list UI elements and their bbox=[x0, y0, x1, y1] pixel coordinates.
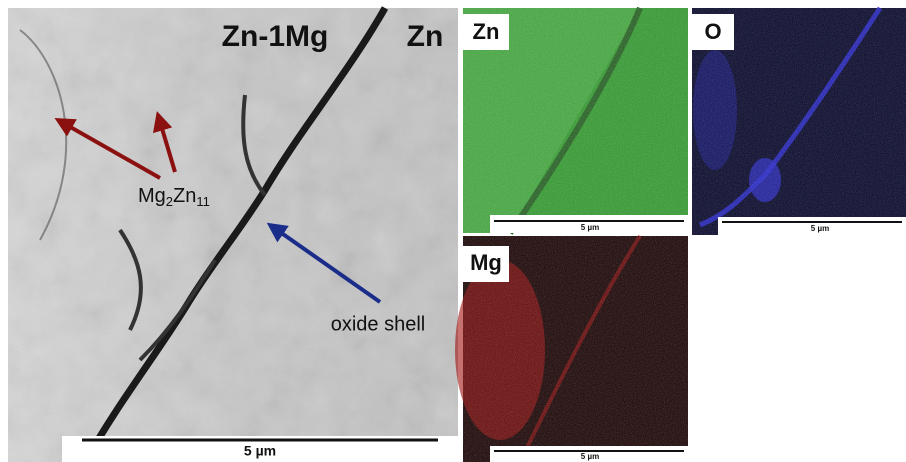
element-label: Zn bbox=[473, 19, 500, 44]
text: Zn bbox=[173, 185, 196, 207]
text: 11 bbox=[196, 194, 210, 209]
sem-panel: 5 µm Zn-1Mg Zn Mg2Zn11 oxide shell bbox=[8, 8, 458, 462]
scale-label: 5 µm bbox=[811, 224, 829, 233]
element-label: O bbox=[704, 19, 721, 44]
text: Mg bbox=[138, 185, 166, 207]
element-label: Mg bbox=[470, 250, 502, 275]
map-mg: Mg 5 µm bbox=[455, 236, 688, 462]
region-label: Zn bbox=[407, 20, 444, 53]
figure: 5 µm Zn-1Mg Zn Mg2Zn11 oxide shell Zn 5 … bbox=[0, 0, 906, 462]
oxide-label: oxide shell bbox=[331, 313, 426, 335]
region-label: Zn-1Mg bbox=[222, 20, 329, 53]
map-o: O 5 µm bbox=[692, 8, 906, 235]
scale-label: 5 µm bbox=[244, 443, 276, 459]
map-zn: Zn 5 µm bbox=[463, 8, 688, 233]
text: 2 bbox=[166, 194, 173, 209]
scale-label: 5 µm bbox=[581, 452, 599, 461]
scale-label: 5 µm bbox=[581, 223, 599, 232]
